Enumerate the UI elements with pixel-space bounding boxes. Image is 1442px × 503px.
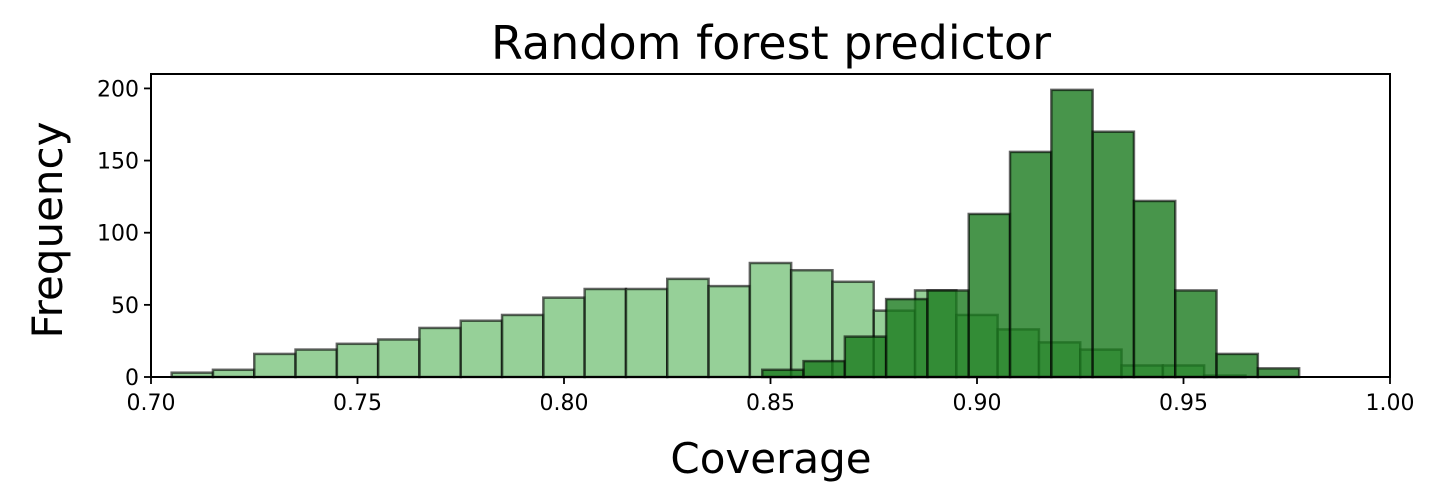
histogram-bar-s2-3 [843,335,888,379]
x-tick-label: 0.90 [953,391,1002,416]
histogram-bar-s2-13 [1256,367,1301,379]
x-tick-label: 0.85 [746,391,795,416]
histogram-bar-s1-6 [376,338,421,379]
histogram-bar-s1-9 [500,313,545,379]
histogram-bar-s1-10 [542,296,586,379]
histogram-bar-s1-5 [335,342,380,379]
histogram-bar-s1-3 [253,352,297,379]
y-axis-label: Frequency [23,122,72,339]
x-tick-label: 0.75 [333,391,382,416]
histogram-bar-s1-11 [583,287,628,379]
histogram-bar-s2-11 [1173,289,1218,379]
histogram-bar-s2-12 [1215,352,1260,379]
chart-title: Random forest predictor [491,16,1051,70]
histogram-bar-s2-10 [1132,199,1177,379]
histogram-bar-s1-4 [294,348,339,379]
histogram-bar-s1-14 [707,284,752,379]
histogram-bar-s2-5 [926,289,970,379]
x-tick-label: 0.95 [1159,391,1208,416]
y-tick-label: 150 [97,150,139,175]
histogram-bar-s2-2 [802,359,847,379]
y-tick-label: 50 [111,294,139,319]
bars-group [170,88,1301,379]
histogram-bar-s1-13 [666,277,710,379]
histogram-bar-s1-2 [211,368,256,379]
histogram-bar-s1-8 [459,319,504,379]
x-tick-label: 1.00 [1366,391,1415,416]
x-tick-label: 0.80 [540,391,589,416]
histogram-bar-s2-9 [1091,130,1136,379]
x-tick-label: 0.70 [127,391,176,416]
y-tick-label: 200 [97,77,139,102]
histogram-bar-s1-15 [748,261,793,379]
histogram-bar-s2-1 [760,368,805,379]
histogram-bar-s2-8 [1050,88,1094,379]
histogram-bar-s2-4 [884,297,929,379]
histogram-bar-s2-7 [1008,150,1053,379]
histogram-bar-s2-6 [967,212,1012,379]
y-tick-label: 100 [97,222,139,247]
x-axis-label: Coverage [670,434,871,483]
axes-group: 0.70 0.75 0.80 0.85 0.90 0.95 1.00 0 50 100 150 200 [97,73,1415,416]
y-tick-label: 0 [125,366,139,391]
histogram-bar-s1-12 [624,287,669,379]
histogram-bar-s1-7 [418,326,463,379]
